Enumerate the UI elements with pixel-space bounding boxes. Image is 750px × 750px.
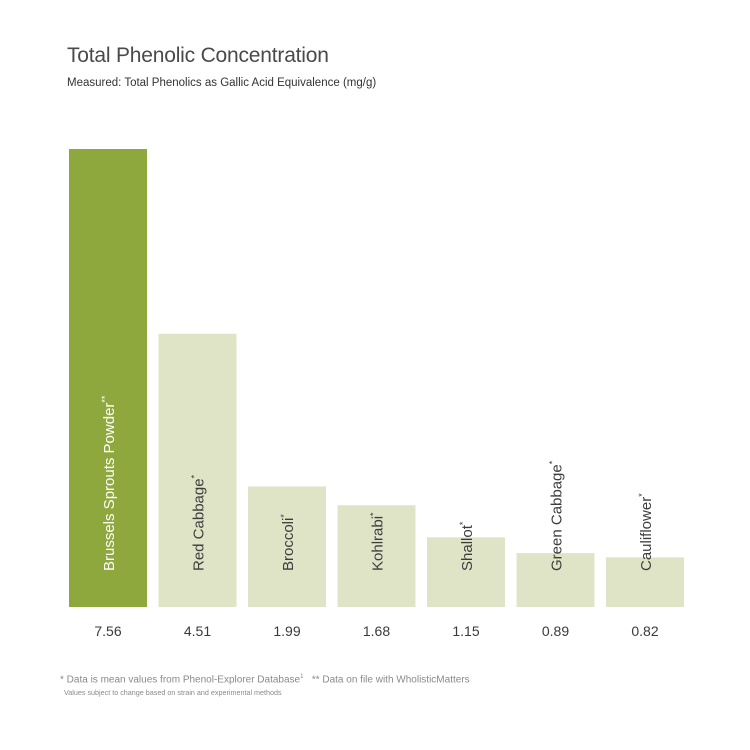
bar-label-cauliflower: Cauliflower* <box>637 493 655 571</box>
bar-label-green-cabbage: Green Cabbage* <box>548 460 566 571</box>
footnote-superscript: 1 <box>300 674 304 680</box>
chart-subtitle: Measured: Total Phenolics as Gallic Acid… <box>67 77 377 89</box>
value-label-broccoli: 1.99 <box>273 623 300 639</box>
bar-green-cabbage <box>516 553 595 607</box>
bar-label-shallot: Shallot* <box>458 521 476 571</box>
footnote-sources: * Data is mean values from Phenol-Explor… <box>60 674 470 685</box>
bar-label-brussels-sprouts-powder: Brussels Sprouts Powder** <box>100 395 118 571</box>
bar-shallot <box>427 537 505 607</box>
value-label-kohlrabi: 1.68 <box>363 623 390 639</box>
bar-broccoli <box>248 486 326 607</box>
bar-brussels-sprouts-powder <box>69 149 147 607</box>
chart-title: Total Phenolic Concentration <box>67 44 329 67</box>
bar-label-red-cabbage: Red Cabbage* <box>190 474 208 571</box>
bar-kohlrabi <box>337 505 416 607</box>
bar-cauliflower <box>606 557 684 607</box>
value-label-cauliflower: 0.82 <box>631 623 658 639</box>
value-label-red-cabbage: 4.51 <box>184 623 211 639</box>
bar-red-cabbage <box>158 333 237 607</box>
value-label-green-cabbage: 0.89 <box>542 623 569 639</box>
value-label-shallot: 1.15 <box>452 623 479 639</box>
footnote-disclaimer: Values subject to change based on strain… <box>64 688 282 697</box>
footnote-wholisticmatters: ** Data on file with WholisticMatters <box>311 674 470 686</box>
bar-label-kohlrabi: Kohlrabi* <box>369 512 387 571</box>
value-label-brussels-sprouts-powder: 7.56 <box>94 623 121 639</box>
bar-label-broccoli: Broccoli* <box>279 514 297 571</box>
footnote-phenol-explorer: * Data is mean values from Phenol-Explor… <box>60 674 301 686</box>
